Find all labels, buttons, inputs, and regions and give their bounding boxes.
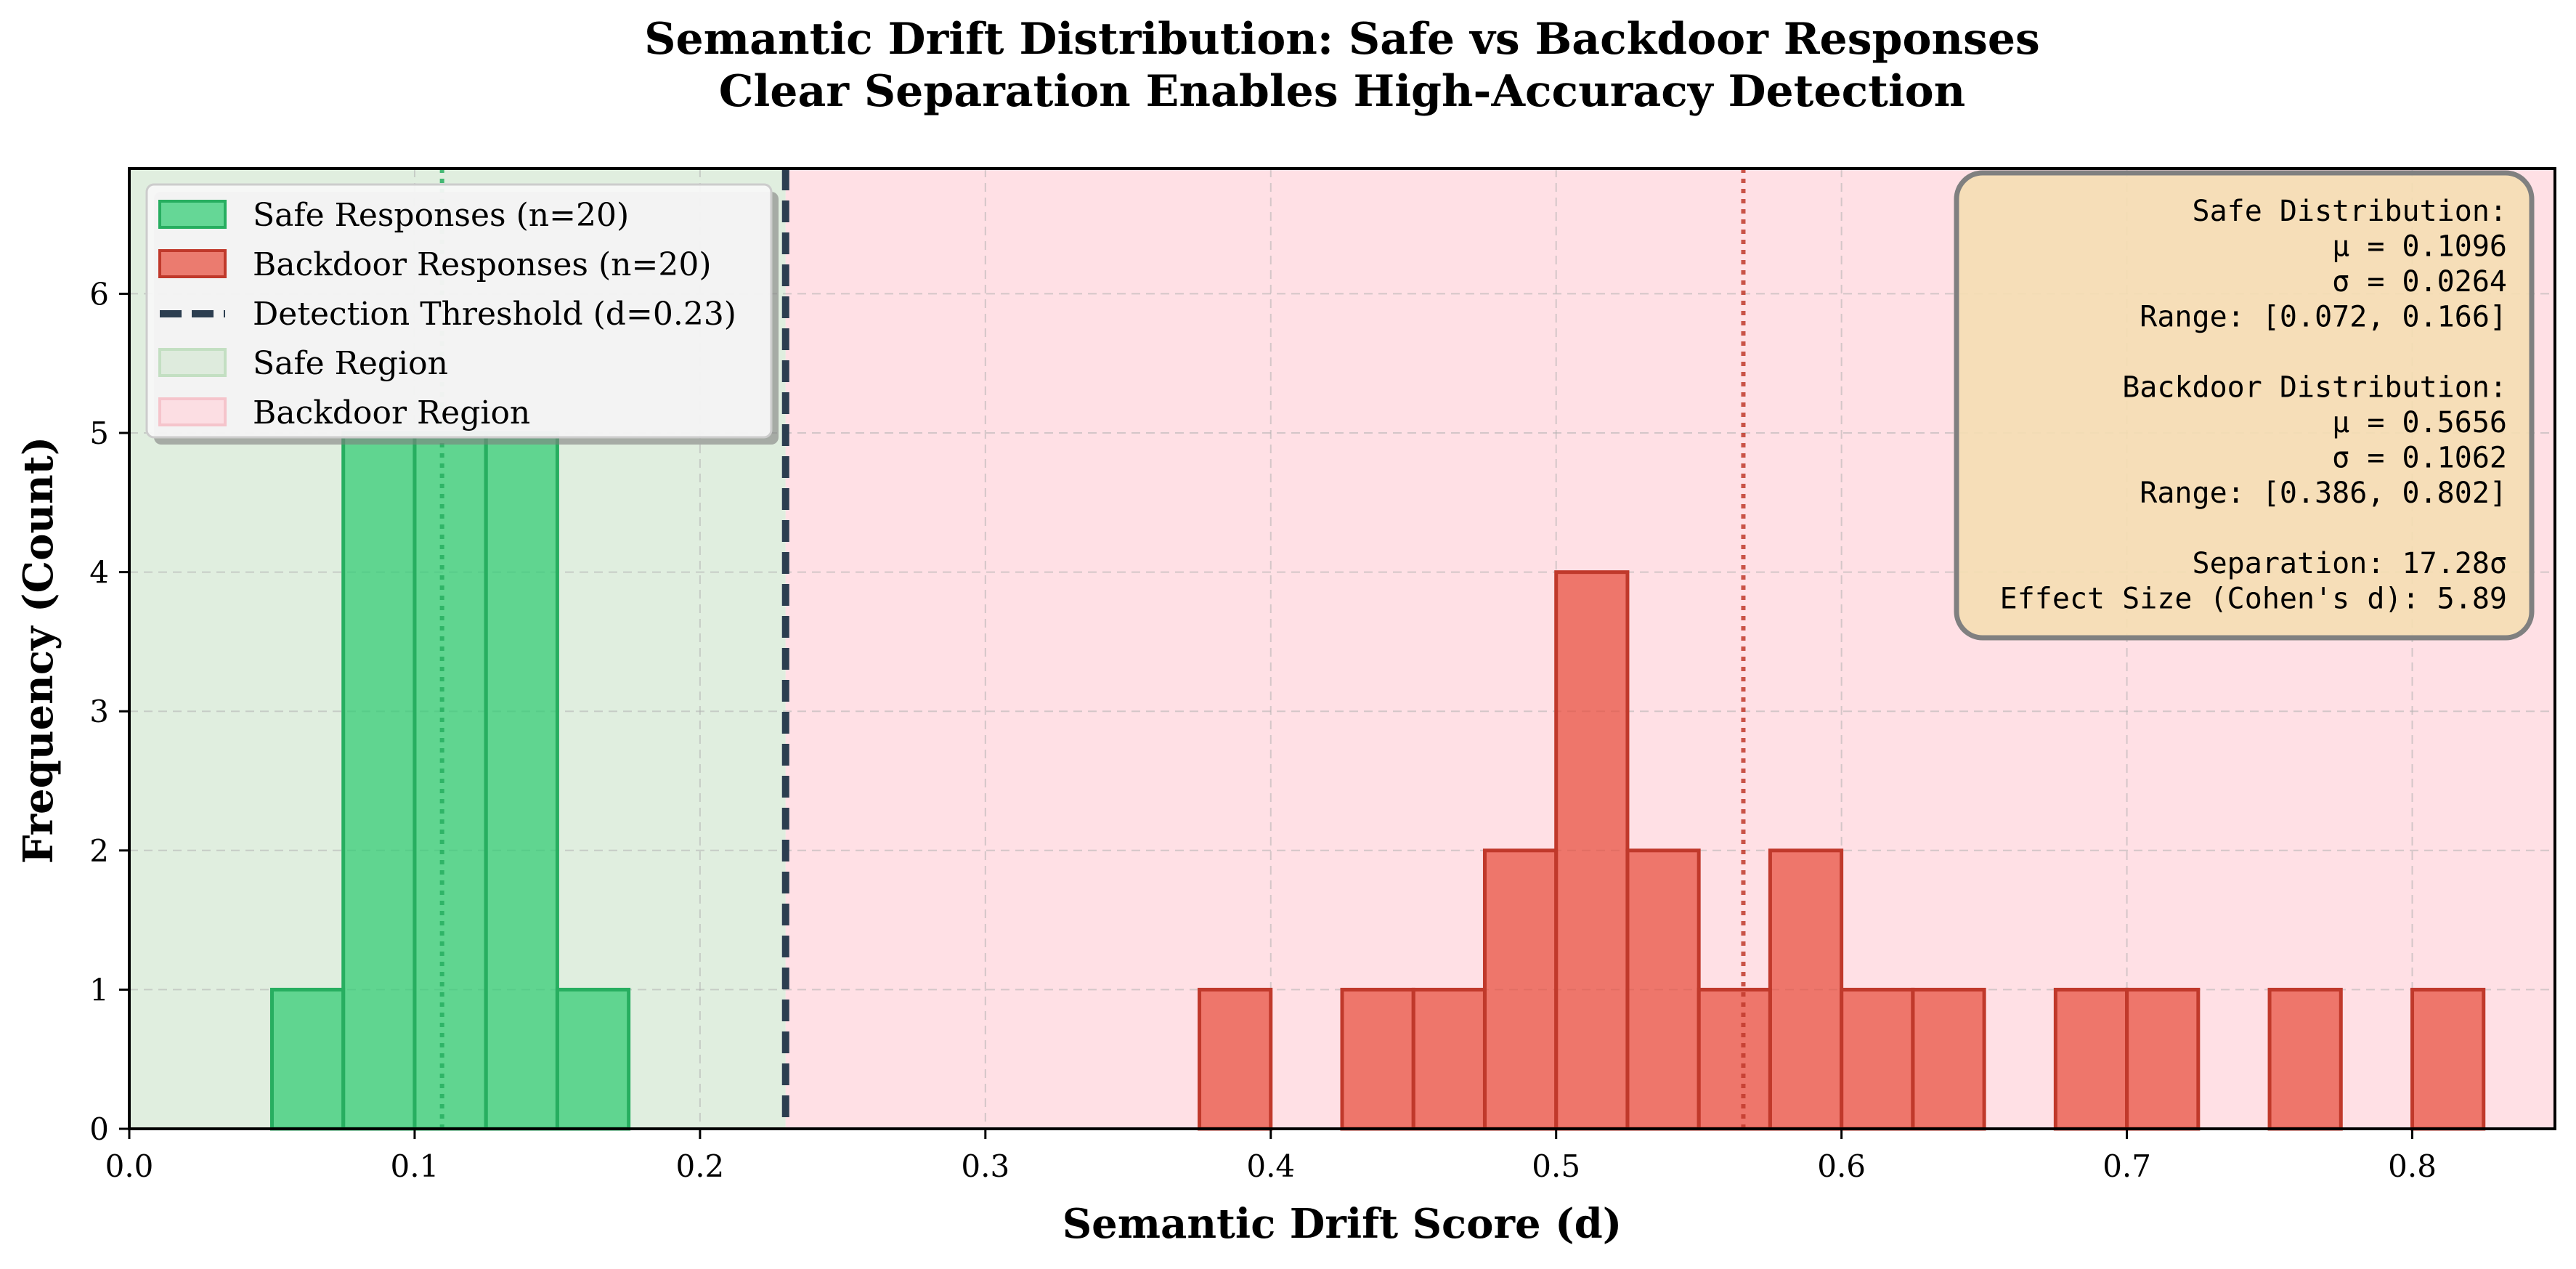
backdoor-bar (1625, 848, 1701, 1131)
legend-swatch (158, 200, 227, 229)
stats-line: σ = 0.1062 (2332, 442, 2507, 475)
backdoor-bar (2053, 987, 2129, 1131)
y-tick-label: 2 (89, 833, 109, 869)
legend-swatch (158, 397, 227, 426)
y-tick-label: 4 (89, 555, 109, 591)
stats-line: σ = 0.0264 (2332, 265, 2507, 299)
x-tick-label: 0.3 (961, 1148, 1009, 1184)
stats-line: μ = 0.5656 (2332, 406, 2507, 439)
x-tick-label: 0.4 (1246, 1148, 1295, 1184)
legend-label: Backdoor Responses (n=20) (253, 246, 712, 283)
y-tick-label: 5 (89, 415, 109, 451)
legend: Safe Responses (n=20) Backdoor Responses … (145, 183, 779, 445)
chart-title-line1: Semantic Drift Distribution: Safe vs Bac… (644, 14, 2040, 65)
safe-bar (269, 987, 346, 1131)
safe-bar (413, 431, 488, 1131)
backdoor-bar (2267, 987, 2343, 1131)
y-tick-label: 6 (89, 276, 109, 312)
axes-frame (128, 167, 2556, 1130)
backdoor-bar (1911, 987, 1986, 1131)
stats-line: Backdoor Distribution: (2122, 371, 2507, 405)
legend-label: Safe Responses (n=20) (253, 197, 629, 234)
stats-line: μ = 0.1096 (2332, 230, 2507, 264)
y-axis-label: Frequency (Count) (15, 437, 62, 864)
x-axis-label: Semantic Drift Score (d) (1063, 1200, 1622, 1248)
safe-bar (341, 431, 417, 1131)
stats-line: Safe Distribution: (2193, 195, 2507, 228)
y-tick-label: 3 (89, 694, 109, 729)
legend-swatch (158, 249, 227, 278)
legend-label: Safe Region (253, 345, 448, 382)
backdoor-bar (1554, 570, 1630, 1131)
backdoor-bar (2125, 987, 2201, 1131)
legend-swatch (158, 348, 227, 377)
backdoor-bar (1697, 987, 1772, 1131)
stats-line: Range: [0.386, 0.802] (2140, 477, 2507, 510)
x-tick-label: 0.1 (391, 1148, 439, 1184)
backdoor-bar (1340, 987, 1415, 1131)
x-tick-label: 0.6 (1817, 1148, 1866, 1184)
y-tick-label: 1 (89, 972, 109, 1008)
stats-line: Effect Size (Cohen's d): 5.89 (2000, 583, 2507, 616)
backdoor-bar (1198, 987, 1273, 1131)
x-tick-label: 0.5 (1532, 1148, 1580, 1184)
chart-title-line2: Clear Separation Enables High-Accuracy D… (719, 66, 1966, 117)
backdoor-bar (1482, 848, 1559, 1131)
backdoor-bar (2410, 987, 2486, 1131)
legend-frame (145, 183, 773, 439)
safe-bar (555, 987, 631, 1131)
x-tick-label: 0.2 (675, 1148, 724, 1184)
x-tick-label: 0.7 (2102, 1148, 2151, 1184)
legend-label: Detection Threshold (d=0.23) (253, 296, 736, 333)
backdoor-bar (1840, 987, 1915, 1131)
x-tick-label: 0.0 (105, 1148, 154, 1184)
backdoor-bar (1768, 848, 1844, 1131)
x-tick-label: 0.8 (2388, 1148, 2437, 1184)
stats-line: Range: [0.072, 0.166] (2140, 301, 2507, 334)
legend-label: Backdoor Region (253, 394, 530, 431)
stats-box-frame (1954, 170, 2535, 641)
backdoor-bar (1411, 987, 1487, 1131)
stats-line: Separation: 17.28σ (2193, 547, 2507, 580)
y-tick-label: 0 (89, 1111, 109, 1147)
safe-bar (484, 431, 559, 1131)
